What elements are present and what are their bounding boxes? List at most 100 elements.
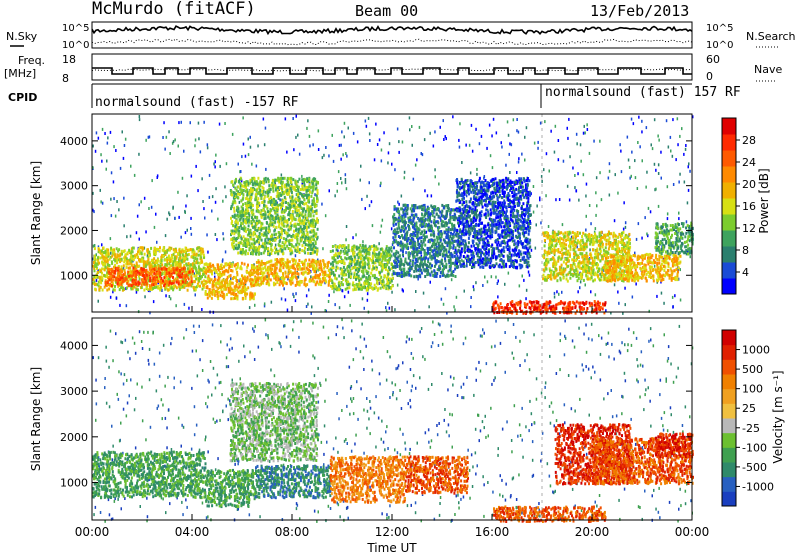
region-4-cell xyxy=(299,267,302,271)
region-3-cell xyxy=(304,213,307,217)
region-5-cell xyxy=(355,245,358,249)
region-5-cell xyxy=(361,269,363,273)
region-3-cell xyxy=(267,210,269,214)
speckle xyxy=(149,311,151,315)
region-2-cell xyxy=(246,265,249,269)
region-0-cell xyxy=(123,256,126,260)
region-1-cell xyxy=(148,284,151,288)
region-3-cell xyxy=(316,220,319,224)
region-3-cell xyxy=(295,214,298,218)
region-0-cell xyxy=(185,262,188,266)
region-3-cell xyxy=(289,252,292,256)
region-0-cell xyxy=(130,278,133,282)
region-0-cell xyxy=(197,280,200,284)
region-4-cell xyxy=(299,279,302,283)
region-5-cell xyxy=(379,261,382,265)
speckle xyxy=(550,129,552,133)
region-4-cell xyxy=(291,257,294,261)
region-0-cell xyxy=(174,277,177,281)
speckle xyxy=(331,133,333,137)
region-0-cell xyxy=(95,262,98,266)
speckle xyxy=(455,295,458,299)
region-1-cell xyxy=(137,280,140,284)
region-3-cell xyxy=(292,201,295,205)
region-3-cell xyxy=(310,251,313,255)
region-4-cell xyxy=(318,274,321,278)
region-1-cell xyxy=(153,277,156,281)
speckle xyxy=(298,152,301,156)
region-4-cell xyxy=(327,264,329,267)
region-0-cell xyxy=(125,257,128,261)
region-0-cell xyxy=(106,273,109,277)
region-5-cell xyxy=(358,249,361,253)
region-2-cell xyxy=(221,266,223,270)
region-5-cell xyxy=(331,260,334,264)
region-5-cell xyxy=(335,288,338,292)
region-3-cell xyxy=(269,200,272,204)
region-3-cell xyxy=(306,231,309,235)
region-4-cell xyxy=(315,267,318,270)
region-0-cell xyxy=(135,263,138,267)
region-3-cell xyxy=(290,242,293,246)
region-5-cell xyxy=(375,285,378,289)
region-0-cell xyxy=(141,248,144,252)
speckle xyxy=(263,304,266,308)
region-3-cell xyxy=(281,204,284,208)
region-4-cell xyxy=(289,266,292,270)
speckle xyxy=(426,194,429,198)
region-5-cell xyxy=(360,260,363,264)
region-4-cell xyxy=(294,283,297,287)
region-6-cell xyxy=(423,259,426,263)
region-0-cell xyxy=(167,288,170,292)
region-0-cell xyxy=(154,259,157,263)
speckle xyxy=(110,197,112,201)
region-2-cell xyxy=(233,289,236,292)
region-0-cell xyxy=(179,262,182,266)
speckle xyxy=(174,216,176,220)
speckle xyxy=(178,121,180,125)
region-5-cell xyxy=(370,282,373,286)
region-0-cell xyxy=(95,265,98,269)
region-3-cell xyxy=(307,193,310,197)
region-3-cell xyxy=(236,206,239,209)
region-3-cell xyxy=(312,177,315,181)
region-3-cell xyxy=(281,184,284,188)
region-1-cell xyxy=(117,268,119,272)
region-5-cell xyxy=(386,263,389,267)
speckle xyxy=(631,295,634,299)
region-4-cell xyxy=(298,282,300,286)
region-0-cell xyxy=(113,265,115,269)
region-2-cell xyxy=(231,292,234,296)
region-5-cell xyxy=(341,273,344,277)
region-1-cell xyxy=(107,270,110,274)
speckle xyxy=(118,208,120,212)
region-0-cell xyxy=(147,256,150,259)
region-0-cell xyxy=(136,253,138,257)
speckle xyxy=(470,123,473,127)
speckle xyxy=(575,189,577,193)
region-3-cell xyxy=(273,199,275,203)
region-4-cell xyxy=(260,261,263,265)
speckle xyxy=(687,188,690,192)
speckle xyxy=(104,132,106,135)
region-0-cell xyxy=(104,249,107,253)
region-3-cell xyxy=(285,208,287,212)
region-1-cell xyxy=(154,266,157,270)
region-2-cell xyxy=(246,275,249,279)
region-1-cell xyxy=(134,267,137,271)
region-6-cell xyxy=(438,235,441,238)
region-1-cell xyxy=(144,269,147,273)
region-4-cell xyxy=(284,281,287,285)
region-0-cell xyxy=(104,256,107,259)
region-3-cell xyxy=(310,180,313,184)
region-0-cell xyxy=(98,288,101,292)
region-3-cell xyxy=(250,193,253,197)
speckle xyxy=(635,282,637,286)
region-0-cell xyxy=(173,260,175,264)
region-5-cell xyxy=(366,272,369,275)
speckle xyxy=(190,216,192,220)
region-5-cell xyxy=(371,274,374,278)
speckle xyxy=(582,131,585,135)
region-3-cell xyxy=(240,205,243,209)
speckle xyxy=(323,153,325,157)
